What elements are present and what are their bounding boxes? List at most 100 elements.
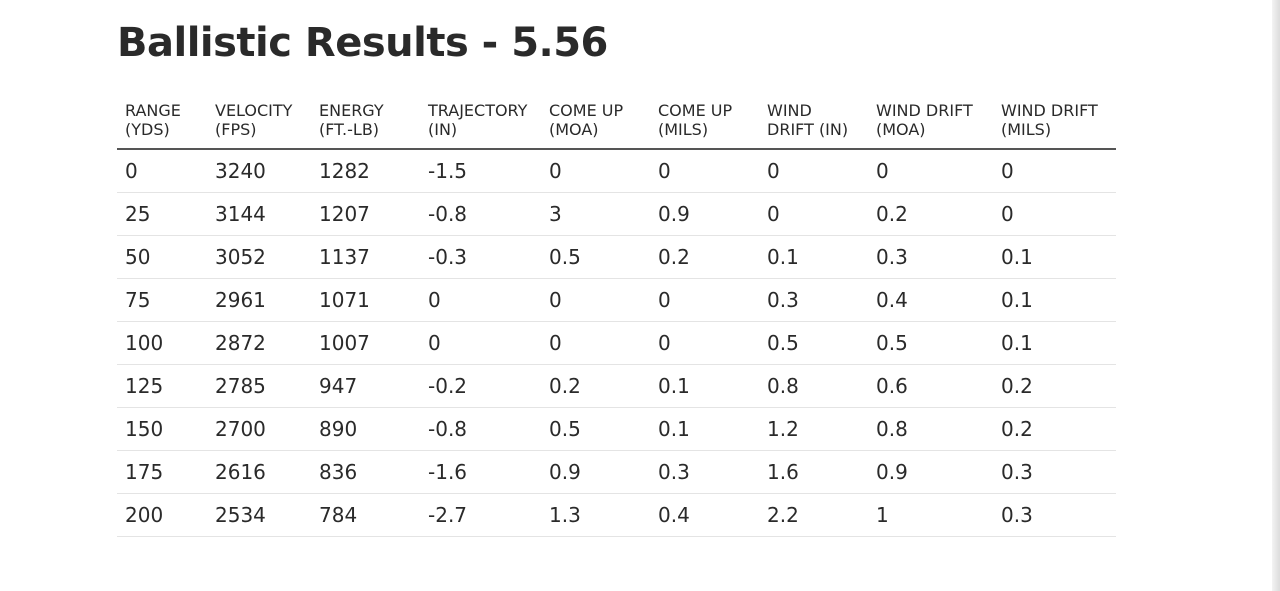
- table-cell-velocity: 2616: [207, 450, 311, 494]
- table-cell-come-up-mils: 0.3: [650, 450, 759, 494]
- table-cell-wind-drift-mils: 0: [993, 149, 1116, 193]
- table-header-row: RANGE (YDS) VELOCITY (FPS) ENERGY (FT.-LB) TRA…: [117, 98, 1116, 150]
- table-cell-wind-drift-moa: 0.5: [868, 321, 993, 365]
- column-header-velocity: VELOCITY (FPS): [207, 98, 311, 150]
- table-cell-trajectory: 0: [420, 278, 541, 322]
- table-cell-come-up-mils: 0.4: [650, 493, 759, 537]
- table-cell-trajectory: -1.6: [420, 450, 541, 494]
- table-cell-velocity: 2961: [207, 278, 311, 322]
- column-header-line2: (FPS): [215, 120, 257, 139]
- table-row: 125 2785 947 -0.2 0.2 0.1 0.8 0.6 0.2: [117, 364, 1116, 408]
- column-header-line1: RANGE: [125, 101, 181, 120]
- table-cell-energy: 1282: [311, 149, 420, 193]
- table-cell-wind-drift-in: 1.2: [759, 407, 868, 451]
- table-cell-wind-drift-mils: 0.3: [993, 450, 1116, 494]
- table-cell-wind-drift-in: 2.2: [759, 493, 868, 537]
- table-cell-velocity: 3240: [207, 149, 311, 193]
- table-row: 75 2961 1071 0 0 0 0.3 0.4 0.1: [117, 278, 1116, 322]
- table-cell-wind-drift-moa: 0.8: [868, 407, 993, 451]
- table-cell-range: 50: [117, 235, 207, 279]
- table-cell-come-up-moa: 0.9: [541, 450, 650, 494]
- table-cell-come-up-moa: 1.3: [541, 493, 650, 537]
- table-cell-wind-drift-mils: 0.1: [993, 321, 1116, 365]
- table-cell-come-up-moa: 0.5: [541, 235, 650, 279]
- table-row: 25 3144 1207 -0.8 3 0.9 0 0.2 0: [117, 192, 1116, 236]
- column-header-wind-drift-in: WIND DRIFT (IN): [759, 98, 868, 150]
- ballistic-results-table: RANGE (YDS) VELOCITY (FPS) ENERGY (FT.-LB) TRA…: [117, 98, 1116, 537]
- table-cell-velocity: 3144: [207, 192, 311, 236]
- table-cell-wind-drift-in: 1.6: [759, 450, 868, 494]
- column-header-line1: COME UP: [549, 101, 624, 120]
- table-cell-energy: 1007: [311, 321, 420, 365]
- table-cell-trajectory: -2.7: [420, 493, 541, 537]
- column-header-line2: (MOA): [876, 120, 926, 139]
- table-row: 200 2534 784 -2.7 1.3 0.4 2.2 1 0.3: [117, 493, 1116, 537]
- column-header-line1: VELOCITY: [215, 101, 293, 120]
- column-header-energy: ENERGY (FT.-LB): [311, 98, 420, 150]
- table-cell-wind-drift-moa: 0.9: [868, 450, 993, 494]
- table-cell-wind-drift-in: 0: [759, 192, 868, 236]
- column-header-line1: WIND: [767, 101, 812, 120]
- column-header-line2: DRIFT (IN): [767, 120, 849, 139]
- page-title: Ballistic Results - 5.56: [117, 20, 608, 66]
- column-header-line2: (MILS): [1001, 120, 1052, 139]
- table-cell-range: 0: [117, 149, 207, 193]
- table-cell-velocity: 2872: [207, 321, 311, 365]
- table-cell-come-up-moa: 0.2: [541, 364, 650, 408]
- table-cell-range: 25: [117, 192, 207, 236]
- table-cell-come-up-moa: 0: [541, 321, 650, 365]
- column-header-line2: (FT.-LB): [319, 120, 380, 139]
- table-row: 150 2700 890 -0.8 0.5 0.1 1.2 0.8 0.2: [117, 407, 1116, 451]
- table-cell-come-up-mils: 0: [650, 278, 759, 322]
- column-header-trajectory: TRAJECTORY (IN): [420, 98, 541, 150]
- table-cell-come-up-moa: 0.5: [541, 407, 650, 451]
- table-row: 50 3052 1137 -0.3 0.5 0.2 0.1 0.3 0.1: [117, 235, 1116, 279]
- table-cell-come-up-moa: 0: [541, 278, 650, 322]
- table-cell-wind-drift-in: 0: [759, 149, 868, 193]
- table-cell-energy: 890: [311, 407, 420, 451]
- table-cell-wind-drift-mils: 0.2: [993, 407, 1116, 451]
- table-row: 175 2616 836 -1.6 0.9 0.3 1.6 0.9 0.3: [117, 450, 1116, 494]
- table-cell-trajectory: -0.8: [420, 192, 541, 236]
- table-body: 0 3240 1282 -1.5 0 0 0 0 0 25 3144 1207 -0.8 3 0.9 0 0.2…: [117, 149, 1116, 537]
- table-cell-come-up-mils: 0: [650, 321, 759, 365]
- table-cell-range: 150: [117, 407, 207, 451]
- table-cell-energy: 1207: [311, 192, 420, 236]
- table-cell-come-up-moa: 0: [541, 149, 650, 193]
- table-cell-wind-drift-mils: 0: [993, 192, 1116, 236]
- table-cell-wind-drift-moa: 0.4: [868, 278, 993, 322]
- column-header-line1: ENERGY: [319, 101, 384, 120]
- table-cell-trajectory: 0: [420, 321, 541, 365]
- table-cell-velocity: 2534: [207, 493, 311, 537]
- page-edge-shadow: [1272, 0, 1280, 591]
- column-header-line1: TRAJECTORY: [428, 101, 528, 120]
- column-header-wind-drift-mils: WIND DRIFT (MILS): [993, 98, 1116, 150]
- column-header-line1: WIND DRIFT: [1001, 101, 1098, 120]
- table-cell-range: 75: [117, 278, 207, 322]
- table-cell-energy: 947: [311, 364, 420, 408]
- table-cell-come-up-mils: 0.2: [650, 235, 759, 279]
- table-cell-wind-drift-moa: 0.3: [868, 235, 993, 279]
- table-cell-come-up-mils: 0.1: [650, 407, 759, 451]
- table-cell-trajectory: -0.8: [420, 407, 541, 451]
- table-cell-energy: 1137: [311, 235, 420, 279]
- table-cell-wind-drift-moa: 0.2: [868, 192, 993, 236]
- table-cell-velocity: 3052: [207, 235, 311, 279]
- table-cell-come-up-mils: 0: [650, 149, 759, 193]
- table-row: 100 2872 1007 0 0 0 0.5 0.5 0.1: [117, 321, 1116, 365]
- table-cell-range: 200: [117, 493, 207, 537]
- table-cell-trajectory: -1.5: [420, 149, 541, 193]
- table-row: 0 3240 1282 -1.5 0 0 0 0 0: [117, 149, 1116, 193]
- column-header-line2: (IN): [428, 120, 458, 139]
- table-cell-wind-drift-moa: 0: [868, 149, 993, 193]
- table-cell-energy: 784: [311, 493, 420, 537]
- column-header-wind-drift-moa: WIND DRIFT (MOA): [868, 98, 993, 150]
- table-cell-energy: 836: [311, 450, 420, 494]
- table-cell-energy: 1071: [311, 278, 420, 322]
- table-cell-wind-drift-mils: 0.3: [993, 493, 1116, 537]
- column-header-line2: (MOA): [549, 120, 599, 139]
- table-cell-wind-drift-moa: 1: [868, 493, 993, 537]
- column-header-line1: WIND DRIFT: [876, 101, 973, 120]
- column-header-come-up-moa: COME UP (MOA): [541, 98, 650, 150]
